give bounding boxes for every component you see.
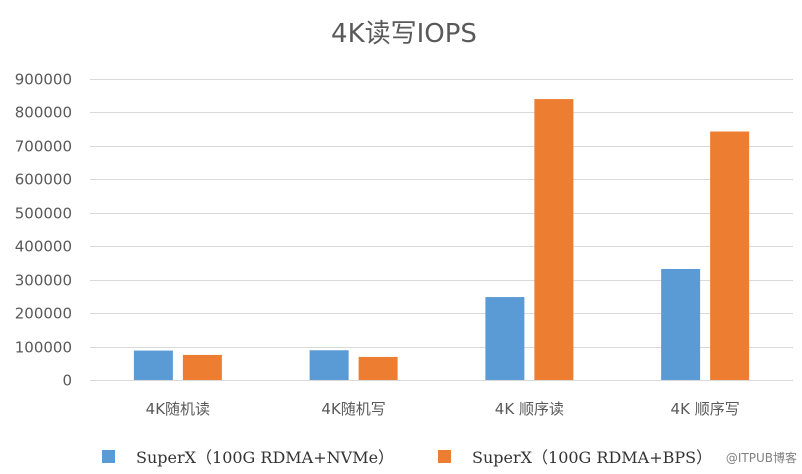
bar-1-1	[133, 350, 173, 380]
bar-2-3	[534, 99, 574, 381]
legend-swatch	[102, 450, 115, 463]
y-tick-label: 600000	[15, 171, 72, 189]
y-tick-label: 100000	[15, 339, 72, 357]
legend: SuperX（100G RDMA+NVMe） SuperX（100G RDMA+B…	[102, 448, 712, 467]
y-tick-label: 900000	[15, 71, 72, 89]
bar-2-2	[358, 356, 398, 380]
x-tick-label: 4K 顺序写	[671, 400, 740, 418]
y-tick-label: 800000	[15, 104, 72, 122]
x-axis-labels: 4K随机读 4K随机写 4K 顺序读 4K 顺序写	[146, 400, 740, 418]
y-tick-label: 300000	[15, 272, 72, 290]
legend-swatch	[438, 450, 451, 463]
y-axis-ticks: 0 100000 200000 300000 400000 500000 600000 700…	[15, 71, 72, 390]
legend-label: SuperX（100G RDMA+BPS）	[472, 448, 712, 467]
legend-label: SuperX（100G RDMA+NVMe）	[136, 448, 394, 467]
y-tick-label: 700000	[15, 138, 72, 156]
x-tick-label: 4K随机读	[146, 400, 210, 418]
bar-2-4	[710, 131, 750, 380]
bar-1-3	[485, 297, 525, 380]
chart-title: 4K读写IOPS	[331, 19, 477, 49]
bars	[133, 99, 750, 381]
bar-1-4	[661, 268, 701, 380]
y-tick-label: 0	[62, 372, 72, 390]
y-tick-label: 400000	[15, 238, 72, 256]
y-tick-label: 500000	[15, 205, 72, 223]
bar-2-1	[182, 354, 222, 380]
watermark: @ITPUB博客	[726, 450, 797, 465]
gridlines	[90, 79, 793, 348]
x-tick-label: 4K 顺序读	[495, 400, 564, 418]
x-tick-label: 4K随机写	[321, 400, 385, 418]
y-tick-label: 200000	[15, 305, 72, 323]
bar-1-2	[309, 350, 349, 380]
